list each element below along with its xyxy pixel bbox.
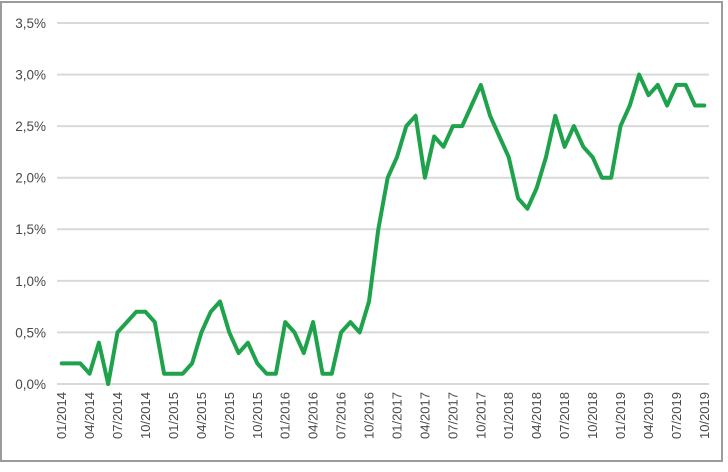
x-axis-tick-label: 01/2017 [390,392,405,439]
x-axis-tick-label: 04/2019 [641,392,656,439]
x-axis-tick-label: 01/2019 [613,392,628,439]
y-axis-tick-label: 2,5% [15,119,46,134]
x-axis-tick-label: 10/2015 [250,392,265,439]
y-axis-tick-label: 1,0% [15,274,46,289]
x-axis-tick-label: 04/2018 [529,392,544,439]
x-axis-tick-label: 10/2017 [473,392,488,439]
x-axis-tick-label: 04/2017 [417,392,432,439]
y-axis-tick-label: 3,0% [15,67,46,82]
x-axis-tick-label: 10/2019 [697,392,712,439]
y-axis-tick-label: 3,5% [15,16,46,31]
series-line-monthly-rate-percent [59,72,707,386]
x-axis-tick-label: 01/2014 [54,392,69,439]
x-axis-tick-label: 01/2015 [166,392,181,439]
y-axis-tick-label: 1,5% [15,222,46,237]
x-axis-tick-label: 01/2018 [501,392,516,439]
y-axis-tick-label: 0,0% [15,377,46,392]
x-axis-tick-label: 04/2016 [306,392,321,439]
x-axis-tick-label: 07/2016 [334,392,349,439]
y-axis-tick-label: 0,5% [15,325,46,340]
x-axis-tick-label: 10/2014 [138,392,153,439]
y-axis-tick-label: 2,0% [15,171,46,186]
x-axis-tick-label: 10/2016 [362,392,377,439]
x-axis-tick-label: 07/2014 [110,392,125,439]
x-axis-tick-label: 04/2015 [194,392,209,439]
x-axis-tick-label: 07/2015 [222,392,237,439]
x-axis-tick-label: 04/2014 [82,392,97,439]
x-axis-tick-label: 10/2018 [585,392,600,439]
x-axis-tick-label: 07/2018 [557,392,572,439]
x-axis-tick-label: 07/2019 [669,392,684,439]
x-axis-tick-label: 01/2016 [278,392,293,439]
x-axis-tick-label: 07/2017 [445,392,460,439]
